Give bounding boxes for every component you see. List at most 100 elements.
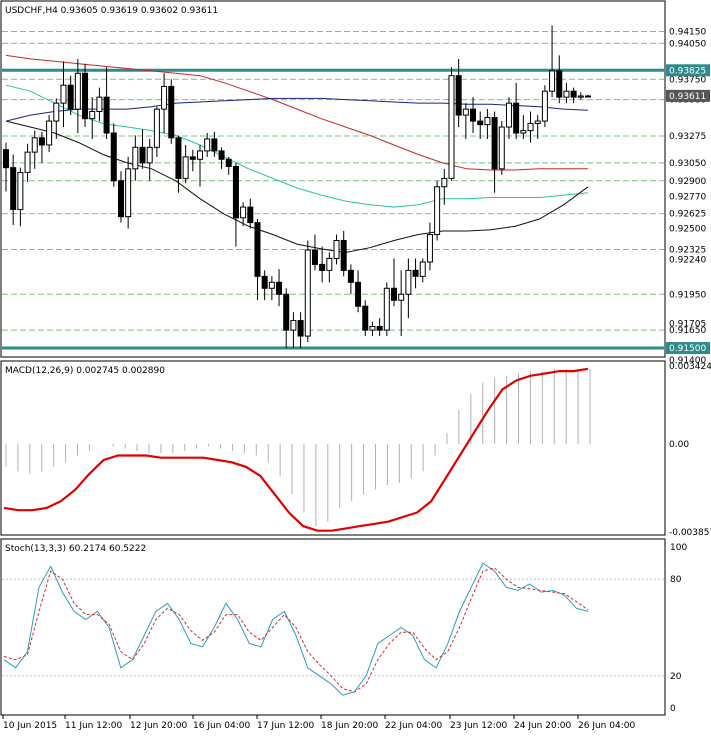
candle-body (283, 293, 290, 331)
moving-average-line (5, 84, 589, 208)
candle-body (520, 130, 527, 134)
candle-body (570, 90, 577, 98)
candle-body (577, 95, 584, 98)
macd-tick-label: 0.00 (669, 440, 689, 450)
candle-body (491, 116, 498, 170)
candle-body (340, 240, 347, 271)
price-box (666, 89, 710, 102)
moving-average-line (5, 54, 588, 171)
candle-body (347, 269, 354, 283)
price-tick-label: 0.92240 (669, 256, 706, 266)
time-tick-label: 17 Jun 12:00 (257, 721, 314, 731)
price-tick-label: 0.91400 (669, 356, 706, 366)
price-box-label: 0.93825 (669, 66, 706, 76)
candle-body (470, 108, 477, 122)
time-tick-label: 26 Jun 04:00 (578, 721, 635, 731)
candle-body (549, 70, 556, 92)
price-tick-label: 0.91705 (669, 320, 706, 330)
candle-body (153, 108, 160, 148)
price-chart-title: USDCHF,H4 0.93605 0.93619 0.93602 0.9361… (5, 6, 218, 16)
candle-body (505, 102, 512, 128)
candle-body (67, 84, 74, 110)
candle-body (103, 96, 110, 134)
stoch-signal-line (3, 567, 589, 693)
moving-average-line (5, 97, 589, 122)
candle-body (391, 287, 397, 301)
candle-body (211, 138, 218, 152)
price-tick-label: 0.93275 (669, 132, 706, 142)
candle-body (383, 287, 390, 331)
candle-body (448, 75, 455, 179)
candle-body (319, 263, 326, 271)
candle-body (311, 249, 318, 265)
macd-tick-label: -0.003857 (669, 528, 711, 538)
price-tick-label: 0.91950 (669, 290, 706, 300)
candle-body (398, 293, 405, 301)
stoch-tick-label: 0 (670, 704, 676, 714)
candle-body (405, 269, 412, 295)
candle-body (441, 177, 448, 188)
price-tick-label: 0.91650 (669, 326, 706, 336)
price-box (666, 342, 710, 355)
time-tick-label: 24 Jun 20:00 (514, 721, 571, 731)
candle-body (218, 150, 225, 160)
stoch-tick-label: 80 (670, 575, 682, 585)
candle-body (247, 206, 254, 224)
price-tick-label: 0.93050 (669, 159, 706, 169)
price-tick-label: 0.92770 (669, 192, 706, 202)
candle-body (182, 156, 189, 179)
candle-body (419, 261, 426, 277)
candle-body (369, 326, 376, 331)
candle-body (333, 240, 340, 259)
stoch-panel (0, 538, 666, 716)
candle-body (232, 165, 239, 219)
candle-body (484, 116, 491, 126)
candle-body (462, 108, 469, 116)
candle-body (541, 90, 548, 122)
price-tick-label: 0.94150 (669, 27, 706, 37)
candle-body (376, 326, 383, 331)
candle-body (304, 249, 311, 337)
candle-body (513, 102, 520, 134)
candle-body (534, 120, 541, 124)
candle-body (46, 120, 53, 146)
candle-body (17, 171, 24, 210)
candle-body (110, 132, 117, 182)
candle-body (426, 234, 433, 263)
candle-body (225, 158, 232, 167)
price-tick-label: 0.92325 (669, 245, 706, 255)
candle-body (326, 257, 333, 271)
candle-body (290, 320, 297, 331)
macd-chart-title: MACD(12,26,9) 0.002745 0.002890 (5, 366, 165, 376)
time-tick-label: 12 Jun 20:00 (130, 721, 187, 731)
candle-body (276, 281, 283, 295)
price-tick-label: 0.93750 (669, 75, 706, 85)
candle-body (82, 72, 89, 120)
candle-body (96, 96, 103, 113)
candle-body (10, 167, 17, 210)
candle-body (527, 122, 534, 132)
price-box-label: 0.91500 (669, 344, 706, 354)
price-tick-label: 0.94050 (669, 39, 706, 49)
candle-body (139, 146, 146, 164)
stoch-main-line (3, 562, 589, 696)
moving-average-line (5, 120, 589, 254)
candle-body (268, 281, 275, 289)
macd-panel (0, 360, 666, 536)
candle-body (161, 85, 168, 110)
stoch-chart-title: Stoch(13,3,3) 60.2174 60.5222 (5, 544, 146, 554)
candle-body (146, 146, 153, 164)
candle-body (53, 102, 60, 122)
candle-body (89, 111, 96, 120)
candle-body (455, 75, 462, 116)
time-tick-label: 16 Jun 04:00 (193, 721, 250, 731)
candle-body (412, 269, 419, 277)
candle-body (31, 137, 38, 153)
price-tick-label: 0.92500 (669, 225, 706, 235)
candle-body (125, 168, 132, 218)
candle-body (117, 180, 124, 218)
candle-body (261, 275, 268, 289)
time-tick-label: 22 Jun 04:00 (385, 721, 442, 731)
price-box (666, 64, 710, 77)
candle-body (60, 84, 67, 104)
